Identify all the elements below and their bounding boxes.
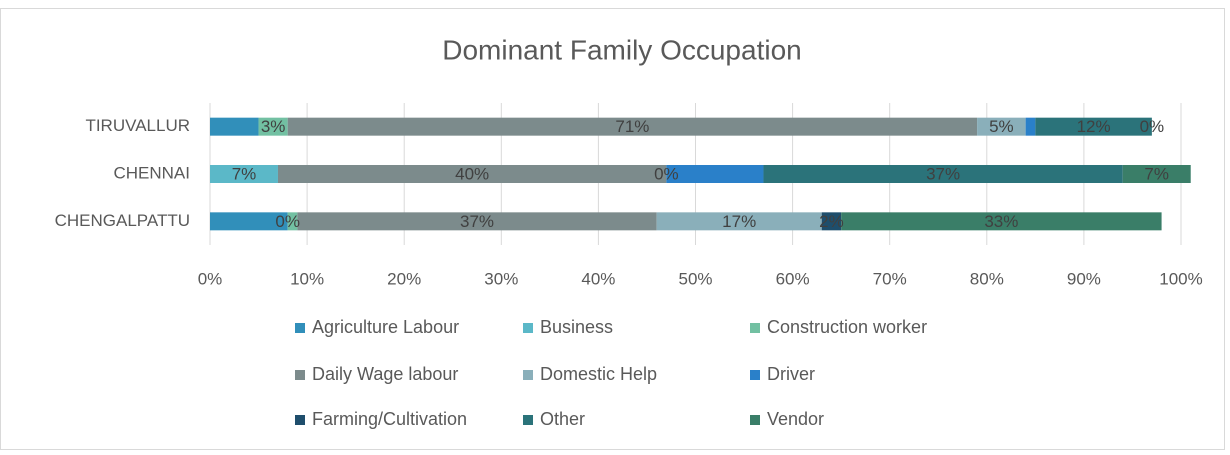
legend-swatch bbox=[523, 415, 533, 425]
legend-label: Construction worker bbox=[767, 317, 927, 337]
bar-segment bbox=[977, 117, 1026, 136]
legend-label: Other bbox=[540, 409, 585, 429]
x-tick-label: 40% bbox=[581, 269, 615, 288]
legend-swatch bbox=[523, 370, 533, 380]
data-label: 3% bbox=[261, 117, 286, 136]
legend-label: Domestic Help bbox=[540, 364, 657, 384]
x-tick-label: 10% bbox=[290, 269, 324, 288]
bar-segment bbox=[277, 165, 667, 183]
y-tick-label: CHENNAI bbox=[113, 163, 190, 182]
y-tick-label: TIRUVALLUR bbox=[85, 116, 190, 135]
y-tick-label: CHENGALPATTU bbox=[55, 211, 190, 230]
x-tick-label: 30% bbox=[484, 269, 518, 288]
legend-label: Agriculture Labour bbox=[312, 317, 459, 337]
legend-label: Farming/Cultivation bbox=[312, 409, 467, 429]
data-label: 0% bbox=[654, 164, 679, 183]
bar-segment bbox=[210, 117, 259, 136]
legend-label: Daily Wage labour bbox=[312, 364, 458, 384]
legend-swatch bbox=[295, 370, 305, 380]
x-tick-label: 0% bbox=[198, 269, 223, 288]
x-tick-label: 70% bbox=[873, 269, 907, 288]
bar-segment bbox=[1035, 117, 1152, 136]
bar-segment bbox=[287, 117, 978, 136]
x-tick-label: 80% bbox=[970, 269, 1004, 288]
legend-label: Business bbox=[540, 317, 613, 337]
data-label: 5% bbox=[989, 117, 1014, 136]
legend-swatch bbox=[295, 415, 305, 425]
data-label: 40% bbox=[455, 164, 489, 183]
data-label: 7% bbox=[232, 164, 257, 183]
bar-segment bbox=[763, 165, 1123, 183]
data-label: 2% bbox=[819, 212, 844, 231]
bar-segment bbox=[258, 117, 288, 136]
x-tick-label: 50% bbox=[678, 269, 712, 288]
data-label: 0% bbox=[1140, 117, 1165, 136]
bar-segment bbox=[656, 212, 822, 231]
bar-segment bbox=[1122, 165, 1191, 183]
legend-swatch bbox=[295, 323, 305, 333]
data-label: 12% bbox=[1077, 117, 1111, 136]
bar-segment bbox=[1025, 117, 1036, 136]
legend-label: Vendor bbox=[767, 409, 824, 429]
bar-segment bbox=[210, 212, 288, 231]
x-tick-label: 20% bbox=[387, 269, 421, 288]
legend-swatch bbox=[750, 323, 760, 333]
chart-title: Dominant Family Occupation bbox=[442, 34, 801, 65]
data-label: 0% bbox=[275, 212, 300, 231]
data-label: 71% bbox=[615, 117, 649, 136]
legend-swatch bbox=[750, 370, 760, 380]
x-tick-label: 90% bbox=[1067, 269, 1101, 288]
data-label: 33% bbox=[984, 212, 1018, 231]
bar-segment bbox=[210, 165, 278, 183]
data-label: 17% bbox=[722, 212, 756, 231]
x-tick-label: 100% bbox=[1159, 269, 1202, 288]
data-label: 37% bbox=[926, 164, 960, 183]
data-label: 7% bbox=[1144, 164, 1169, 183]
x-tick-label: 60% bbox=[776, 269, 810, 288]
bar-segment bbox=[666, 165, 764, 183]
legend-label: Driver bbox=[767, 364, 815, 384]
bar-segment bbox=[297, 212, 657, 231]
bar-segment bbox=[287, 212, 298, 231]
bar-segment bbox=[821, 212, 842, 231]
data-label: 37% bbox=[460, 212, 494, 231]
legend-swatch bbox=[750, 415, 760, 425]
bar-segment bbox=[841, 212, 1162, 231]
legend-swatch bbox=[523, 323, 533, 333]
